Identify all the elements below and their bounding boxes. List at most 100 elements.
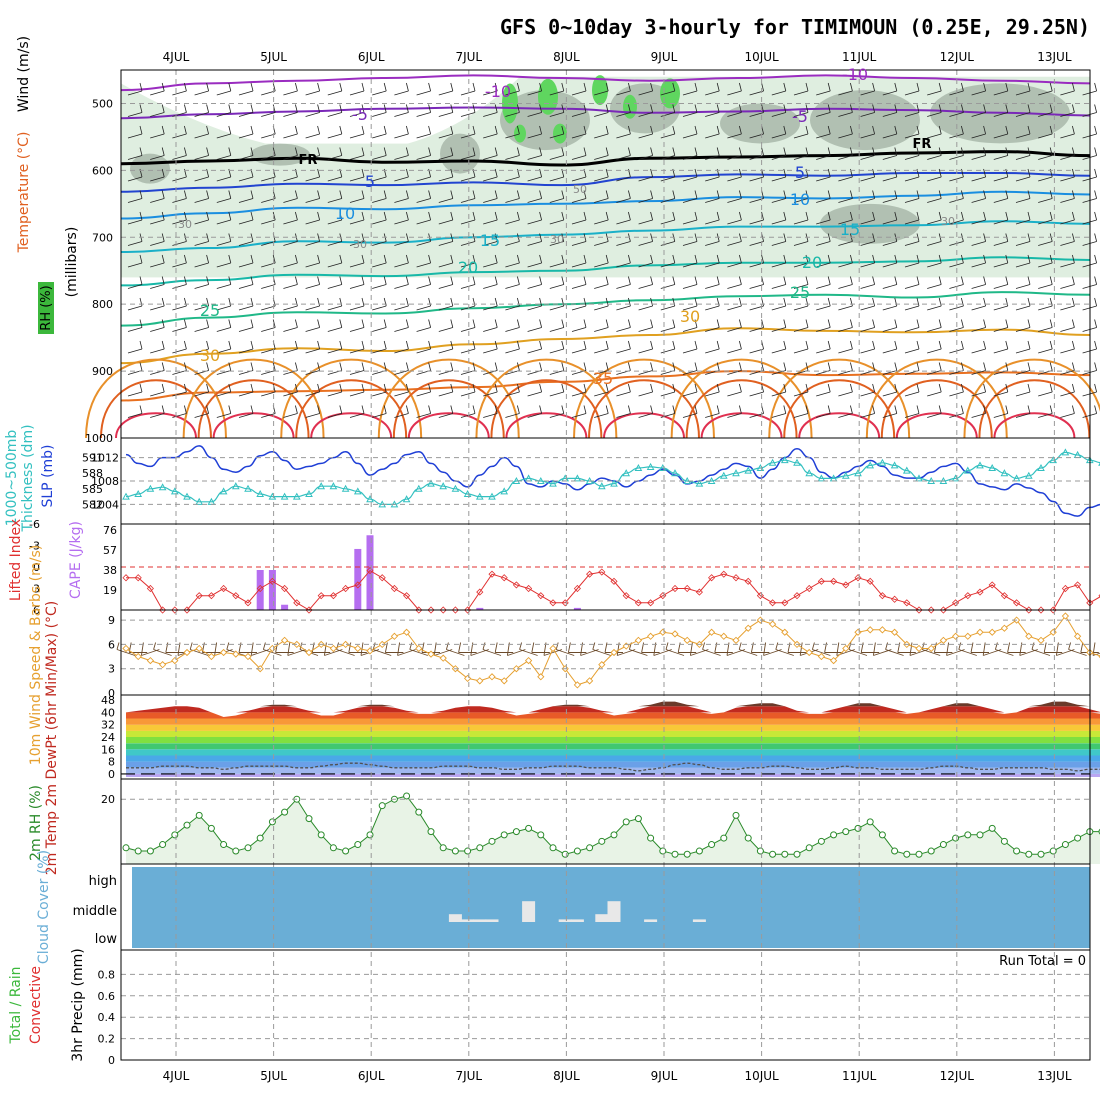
upper-wind-barb — [1060, 370, 1075, 375]
upper-wind-barb-flag — [184, 340, 187, 350]
wind-barb-flag — [336, 642, 340, 650]
rh2m-marker — [817, 837, 825, 845]
upper-wind-barb-flag — [561, 147, 565, 156]
thickness-marker — [183, 492, 191, 500]
rh2m-marker — [756, 847, 764, 855]
upper-wind-barb — [349, 348, 365, 354]
upper-wind-barb — [549, 262, 564, 268]
grid-layer — [121, 70, 1090, 1061]
wind-speed-marker — [805, 648, 813, 657]
bottom-day-label: 13JUL — [1037, 1069, 1072, 1083]
upper-wind-barb — [927, 176, 942, 182]
upper-wind-barb-flag — [961, 211, 964, 221]
upper-wind-barb-flag — [783, 82, 787, 92]
upper-wind-barb — [838, 219, 853, 225]
lifted-index-marker — [317, 592, 325, 600]
upper-wind-barb-flag — [494, 190, 498, 199]
upper-wind-barb — [993, 176, 1008, 182]
upper-wind-barb-flag — [827, 383, 831, 393]
upper-wind-barb-flag — [406, 383, 409, 393]
rh2m-marker — [317, 831, 325, 839]
wind-barb-flag — [592, 642, 596, 650]
lifted-index-marker — [842, 581, 850, 589]
upper-wind-barb-flag — [628, 211, 631, 221]
upper-wind-barb — [261, 327, 276, 332]
wind-barb — [592, 649, 611, 656]
upper-wind-barb — [150, 176, 165, 182]
upper-wind-barb-flag — [961, 340, 964, 350]
upper-wind-barb — [460, 241, 476, 246]
wind-speed-marker — [402, 628, 411, 636]
upper-wind-barb — [882, 133, 897, 139]
wind-barb — [409, 649, 428, 656]
upper-wind-barb — [771, 90, 786, 96]
upper-wind-barb-flag — [827, 104, 831, 113]
upper-wind-barb — [527, 219, 542, 225]
upper-wind-barb-flag — [916, 297, 920, 307]
wind-speed-marker — [939, 636, 948, 644]
upper-wind-barb-flag — [961, 362, 964, 371]
upper-wind-barb — [216, 112, 231, 117]
upper-wind-barb-flag — [1027, 297, 1031, 307]
upper-wind-barb-flag — [872, 405, 875, 414]
upper-wind-barb — [150, 413, 165, 418]
upper-wind-barb — [882, 305, 897, 311]
upper-wind-barb-flag — [539, 297, 542, 307]
upper-wind-barb — [882, 198, 897, 203]
upper-wind-barb — [150, 155, 165, 160]
upper-wind-barb-flag — [1072, 125, 1075, 135]
upper-wind-barb-flag — [317, 405, 320, 414]
upper-wind-barb — [571, 198, 587, 203]
upper-wind-barb — [527, 155, 542, 160]
upper-wind-barb — [660, 133, 675, 139]
upper-wind-barb — [1015, 413, 1031, 418]
thickness-marker — [817, 474, 826, 482]
upper-wind-barb-flag — [1094, 147, 1097, 156]
upper-wind-barb-flag — [272, 362, 276, 371]
upper-wind-barb-flag — [850, 319, 853, 328]
upper-wind-barb — [349, 262, 365, 268]
upper-wind-barb — [172, 198, 187, 203]
upper-wind-barb-flag — [761, 254, 764, 264]
upper-wind-barb — [838, 133, 853, 139]
upper-wind-barb — [150, 327, 165, 332]
thickness-marker — [744, 466, 753, 474]
upper-wind-barb — [238, 90, 254, 96]
upper-wind-barb-flag — [827, 211, 831, 221]
upper-wind-barb-flag — [428, 104, 431, 113]
upper-wind-barb — [505, 219, 520, 225]
upper-wind-barb — [194, 112, 209, 117]
upper-wind-barb-flag — [1094, 190, 1097, 199]
upper-wind-barb — [327, 133, 342, 139]
upper-wind-barb — [927, 370, 942, 375]
upper-wind-barb — [527, 348, 542, 354]
rh2m-area — [126, 796, 1100, 864]
upper-wind-barb — [238, 198, 254, 203]
rh2m-marker — [500, 831, 508, 839]
rh-high-patch — [810, 90, 920, 151]
lifted-index-marker — [268, 577, 276, 585]
wind-barb — [629, 649, 648, 656]
upper-wind-barb — [549, 176, 564, 182]
cape-bar — [268, 570, 276, 610]
upper-wind-barb — [416, 391, 431, 397]
upper-wind-barb — [882, 241, 897, 246]
background-layer — [121, 75, 1090, 278]
heat-contour — [310, 412, 393, 439]
rh2m-marker — [805, 844, 813, 852]
upper-wind-barb-flag — [850, 82, 853, 92]
upper-wind-barb — [194, 348, 209, 354]
heat-contour — [392, 379, 505, 439]
upper-wind-barb — [882, 370, 897, 375]
lifted-index-marker — [878, 592, 886, 600]
upper-wind-barb-flag — [694, 254, 698, 264]
upper-wind-barb — [993, 413, 1008, 418]
upper-wind-barb — [571, 155, 587, 160]
upper-wind-barb-flag — [916, 190, 920, 199]
upper-wind-barb — [571, 391, 587, 397]
upper-wind-barb-flag — [184, 254, 187, 264]
upper-wind-barb-flag — [1005, 254, 1009, 264]
upper-wind-barb-flag — [472, 383, 476, 393]
bottom-day-label: 5JUL — [260, 1069, 287, 1083]
upper-wind-barb — [882, 284, 897, 289]
